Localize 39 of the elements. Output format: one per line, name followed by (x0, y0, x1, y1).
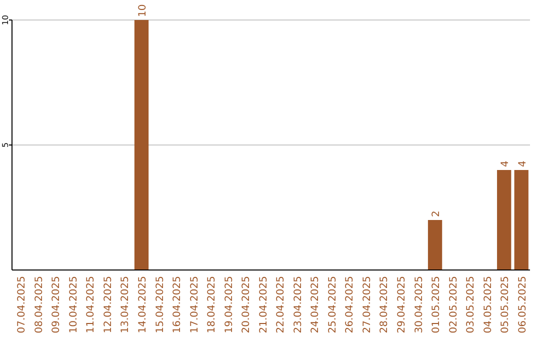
x-tick-label: 26.04.2025 (344, 276, 356, 334)
x-tick-label: 14.04.2025 (138, 276, 148, 334)
x-tick-label: 19.04.2025 (224, 276, 235, 334)
y-tick-label: 5 (1, 142, 10, 148)
x-tick-label: 24.04.2025 (310, 276, 322, 334)
x-tick-label: 21.04.2025 (258, 276, 270, 334)
bar (134, 20, 149, 270)
x-tick-label: 10.04.2025 (68, 276, 80, 334)
x-tick-label: 13.04.2025 (120, 276, 132, 334)
data-label: 10 (138, 4, 148, 17)
data-label: 2 (431, 210, 442, 217)
x-tick-label: 16.04.2025 (172, 276, 184, 334)
x-tick-label: 23.04.2025 (292, 276, 304, 334)
x-tick-label: 30.04.2025 (414, 276, 425, 334)
data-label: 4 (517, 160, 528, 167)
x-tick-label: 20.04.2025 (241, 276, 252, 334)
x-tick-label: 06.05.2025 (517, 276, 528, 334)
x-tick-label: 04.05.2025 (482, 276, 494, 334)
x-tick-label: 03.05.2025 (466, 276, 477, 334)
bar (514, 170, 528, 270)
x-tick-label: 17.04.2025 (189, 276, 200, 334)
x-tick-label: 09.04.2025 (51, 276, 62, 334)
x-tick-label: 11.04.2025 (86, 276, 97, 334)
x-tick-label: 28.04.2025 (379, 276, 390, 334)
x-tick-label: 15.04.2025 (154, 276, 166, 334)
x-tick-label: 22.04.2025 (276, 276, 287, 334)
bar (497, 170, 512, 270)
x-tick-label: 12.04.2025 (102, 276, 114, 334)
x-tick-label: 02.05.2025 (448, 276, 460, 334)
x-tick-label: 01.05.2025 (431, 276, 442, 334)
x-tick-label: 08.04.2025 (34, 276, 45, 334)
data-label: 4 (500, 160, 512, 167)
x-tick-label: 25.04.2025 (327, 276, 338, 334)
x-tick-label: 07.04.2025 (16, 276, 28, 334)
x-tick-label: 29.04.2025 (396, 276, 408, 334)
bar (428, 220, 442, 270)
x-tick-label: 27.04.2025 (362, 276, 373, 334)
x-tick-label: 18.04.2025 (206, 276, 218, 334)
x-tick-label: 05.05.2025 (500, 276, 512, 334)
